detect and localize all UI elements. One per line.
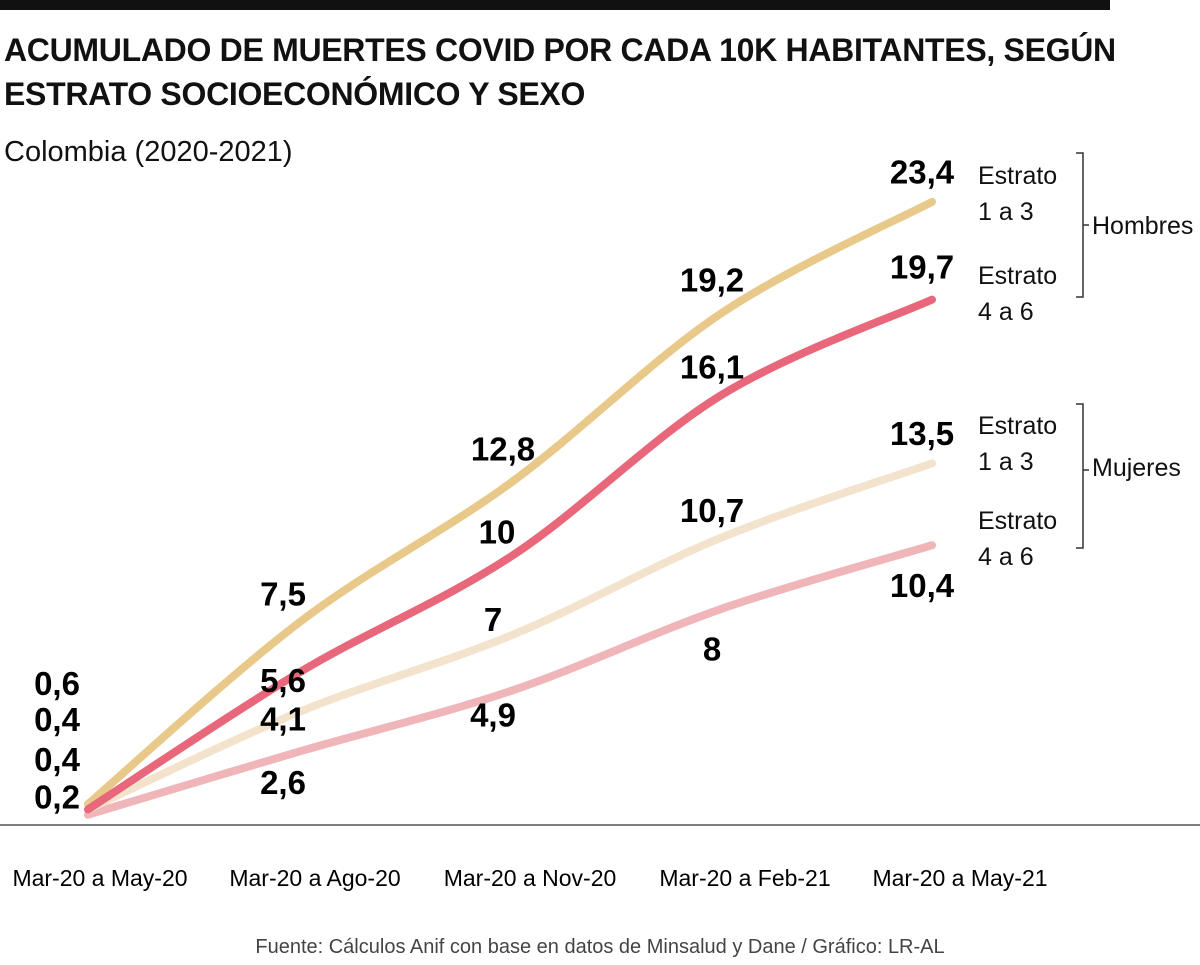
line [84,459,936,814]
group-label: Hombres [1092,212,1194,240]
x-tick-label: Mar-20 a Nov-20 [444,865,617,891]
data-label: 0,4 [34,741,81,778]
data-label: 0,4 [34,701,81,738]
top-bar [0,0,1110,10]
data-label: 7,5 [260,576,306,613]
legend-label: Estrato 1 a 3 [978,412,1058,476]
data-label: 4,1 [260,700,306,737]
data-label: 19,7 [890,248,954,285]
group-label: Mujeres [1092,454,1181,482]
data-label: 2,6 [260,764,306,801]
x-tick-label: Mar-20 a Feb-21 [659,865,830,891]
legend-label: Estrato 1 a 3 [978,162,1058,226]
x-tick-label: Mar-20 a May-20 [12,865,187,891]
data-label: 23,4 [890,154,955,191]
chart-title: ACUMULADO DE MUERTES COVID POR CADA 10K … [4,32,1116,112]
data-label: 16,1 [680,348,744,385]
bracket [1076,403,1089,549]
x-tick-label: Mar-20 a May-21 [872,865,1047,891]
data-label: 7 [484,601,502,638]
data-label: 8 [703,630,721,667]
data-label: 0,6 [34,665,80,702]
data-label: 4,9 [470,696,516,733]
legend-label: Estrato 4 a 6 [978,262,1058,326]
bracket [1076,152,1089,298]
data-label: 10 [479,514,516,551]
source-note: Fuente: Cálculos Anif con base en datos … [255,936,945,958]
x-tick-label: Mar-20 a Ago-20 [229,865,400,891]
data-label: 5,6 [260,662,306,699]
line [84,295,936,814]
line [84,197,936,809]
data-label: 0,2 [34,778,80,815]
legend-label: Estrato 4 a 6 [978,507,1058,571]
data-label: 13,5 [890,415,954,452]
data-label: 10,4 [890,567,955,604]
chart-subtitle: Colombia (2020-2021) [4,136,293,168]
line [84,541,936,819]
data-label: 19,2 [680,262,744,299]
data-label: 12,8 [471,431,535,468]
data-label: 10,7 [680,492,744,529]
